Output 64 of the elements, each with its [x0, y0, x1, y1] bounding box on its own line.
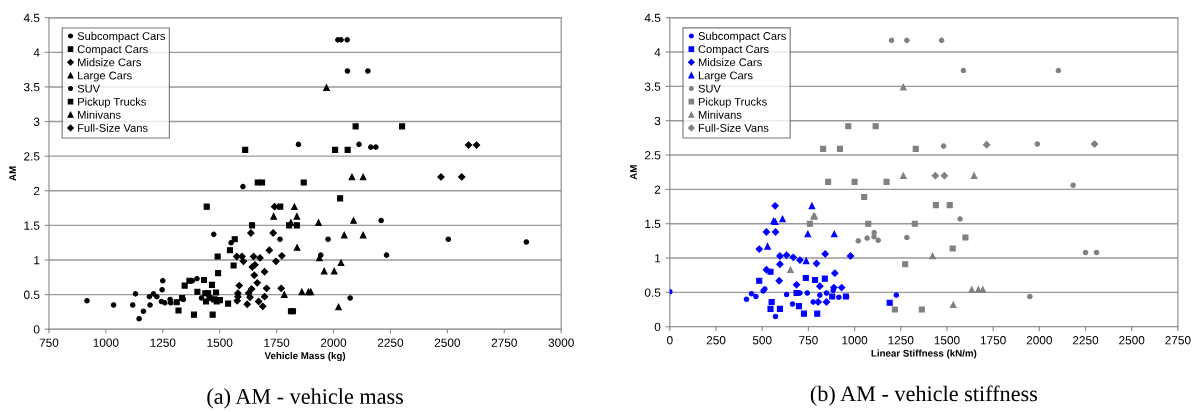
legend-label: Compact Cars	[698, 45, 769, 56]
x-tick-label: 1500	[207, 338, 233, 347]
legend-label: Midsize Cars	[698, 58, 762, 67]
x-tick-label: 2000	[1026, 336, 1052, 345]
legend-label: Minivans	[78, 110, 121, 119]
x-axis-title: Vehicle Mass (kg)	[264, 352, 346, 362]
x-tick-label: 1750	[980, 336, 1006, 345]
text: (b) AM - vehicle stiffness	[810, 385, 1038, 406]
x-tick-label: 1000	[93, 338, 119, 347]
x-tick-label: 2000	[320, 338, 347, 347]
legend-label: SUV	[77, 84, 100, 93]
y-tick-label: 3.5	[23, 82, 40, 92]
legend-label: Compact Cars	[77, 45, 148, 56]
y-tick-label: 1	[34, 256, 40, 265]
y-axis-title: AM	[630, 165, 637, 180]
x-tick-label: 1500	[934, 336, 960, 345]
y-tick-label: 0.5	[23, 290, 40, 299]
y-tick-label: 2	[654, 185, 661, 194]
legend-label: Subcompact Cars	[698, 31, 786, 43]
legend-label: Midsize Cars	[78, 58, 141, 67]
x-tick-label: 2500	[434, 338, 461, 347]
legend-label: Large Cars	[698, 71, 753, 82]
y-tick-label: 0	[33, 325, 40, 334]
x-tick-label: 750	[39, 338, 59, 347]
y-tick-label: 4	[33, 48, 40, 57]
x-tick-label: 1250	[888, 336, 914, 345]
legend-label: Pickup Trucks	[698, 97, 767, 108]
y-tick-label: 0.5	[644, 288, 661, 297]
y-tick-label: 2.5	[24, 152, 40, 161]
x-tick-label: 1750	[264, 338, 290, 347]
y-tick-label: 0	[654, 322, 661, 332]
x-tick-label: 2250	[377, 338, 404, 347]
x-tick-label: 250	[706, 336, 726, 345]
x-tick-label: 1000	[842, 336, 868, 345]
y-tick-label: 4.5	[644, 13, 661, 23]
text: (a) AM - vehicle mass	[207, 388, 403, 409]
x-tick-label: 2750	[491, 338, 517, 347]
x-tick-label: 1250	[150, 338, 176, 347]
x-tick-label: 2250	[1072, 336, 1099, 345]
x-tick-label: 2500	[1119, 336, 1145, 345]
x-axis-title: Linear Stiffness (kN/m)	[871, 349, 977, 359]
y-tick-label: 3.5	[644, 82, 661, 91]
y-tick-label: 2	[33, 186, 40, 196]
y-tick-label: 1	[655, 254, 661, 263]
x-tick-label: 0	[667, 336, 673, 345]
y-tick-label: 4	[654, 48, 661, 57]
x-tick-label: 750	[799, 336, 818, 345]
y-tick-label: 1.5	[645, 219, 661, 229]
x-tick-label: 3000	[548, 338, 574, 347]
legend-label: Subcompact Cars	[77, 31, 166, 43]
x-tick-label: 500	[752, 336, 772, 345]
y-tick-label: 1.5	[24, 221, 40, 230]
legend-label: Pickup Trucks	[78, 97, 146, 108]
legend-label: SUV	[698, 84, 721, 93]
y-tick-label: 3	[654, 116, 661, 126]
legend-label: Minivans	[698, 110, 742, 119]
y-tick-label: 4.5	[23, 13, 40, 23]
y-tick-label: 2.5	[644, 151, 661, 160]
legend-label: Large Cars	[78, 71, 132, 82]
legend-label: Full-Size Vans	[698, 123, 769, 132]
y-axis-title: AM	[9, 166, 16, 181]
y-tick-label: 3	[33, 117, 40, 126]
legend-label: Full-Size Vans	[78, 123, 148, 132]
x-tick-label: 2750	[1165, 336, 1191, 345]
